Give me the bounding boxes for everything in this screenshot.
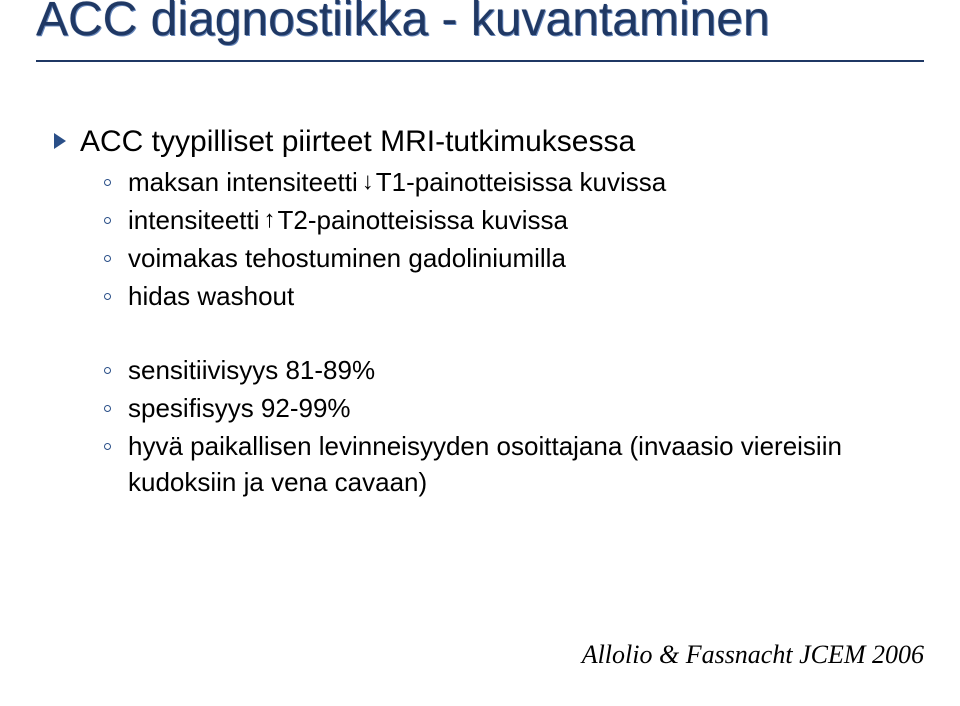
- circle-bullet-icon: [104, 164, 122, 200]
- slide: ACC diagnostiikka - kuvantaminen ACC tyy…: [0, 0, 960, 700]
- circle-bullet-icon: [104, 390, 122, 426]
- bullet-text: intensiteetti↑T2-painotteisissa kuvissa: [128, 202, 568, 238]
- down-arrow-icon: ↓: [358, 170, 376, 194]
- triangle-bullet-icon: [54, 122, 76, 162]
- text-segment: T1-painotteisissa kuvissa: [376, 167, 666, 197]
- circle-bullet-icon: [104, 352, 122, 388]
- text-segment: T2-painotteisissa kuvissa: [278, 205, 568, 235]
- bullet-text: maksan intensiteetti↓T1-painotteisissa k…: [128, 164, 666, 200]
- bullet-text: hidas washout: [128, 278, 294, 314]
- bullet-level2: spesifisyys 92-99%: [104, 390, 924, 426]
- bullet-text: spesifisyys 92-99%: [128, 390, 351, 426]
- bullet-level1: ACC tyypilliset piirteet MRI-tutkimukses…: [54, 122, 924, 162]
- bullet-level2: hidas washout: [104, 278, 924, 314]
- bullet-text: hyvä paikallisen levinneisyyden osoittaj…: [128, 428, 924, 500]
- bullet-level2: sensitiivisyys 81-89%: [104, 352, 924, 388]
- text-segment: maksan intensiteetti: [128, 167, 358, 197]
- slide-content: ACC tyypilliset piirteet MRI-tutkimukses…: [36, 122, 924, 500]
- circle-bullet-icon: [104, 240, 122, 276]
- bullet-text: voimakas tehostuminen gadoliniumilla: [128, 240, 566, 276]
- circle-bullet-icon: [104, 278, 122, 314]
- spacer: [36, 316, 924, 352]
- circle-bullet-icon: [104, 202, 122, 238]
- bullet-text: ACC tyypilliset piirteet MRI-tutkimukses…: [80, 122, 924, 162]
- slide-title: ACC diagnostiikka - kuvantaminen: [36, 0, 924, 62]
- circle-bullet-icon: [104, 428, 122, 464]
- bullet-level2: hyvä paikallisen levinneisyyden osoittaj…: [104, 428, 924, 500]
- bullet-level2: intensiteetti↑T2-painotteisissa kuvissa: [104, 202, 924, 238]
- up-arrow-icon: ↑: [260, 208, 278, 232]
- bullet-text: sensitiivisyys 81-89%: [128, 352, 375, 388]
- text-segment: intensiteetti: [128, 205, 260, 235]
- bullet-level2: voimakas tehostuminen gadoliniumilla: [104, 240, 924, 276]
- bullet-level2: maksan intensiteetti↓T1-painotteisissa k…: [104, 164, 924, 200]
- citation-text: Allolio & Fassnacht JCEM 2006: [582, 640, 924, 670]
